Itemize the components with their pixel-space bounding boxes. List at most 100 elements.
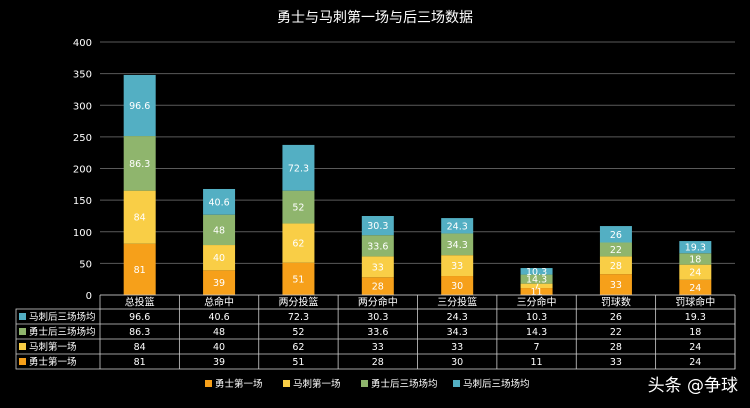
watermark: 头条 @争球	[647, 376, 738, 396]
table-cell: 18	[689, 327, 701, 338]
table-series-name: 马刺后三场场均	[29, 311, 96, 323]
bar-segment	[361, 235, 394, 257]
bar-segment	[361, 277, 394, 295]
table-cell: 24.3	[447, 312, 468, 323]
table-cell: 96.6	[129, 312, 150, 323]
table-cell: 51	[292, 357, 304, 368]
category-label: 罚球命中	[675, 296, 715, 309]
bar-segment	[679, 279, 712, 295]
bar-segment	[679, 253, 712, 265]
data-label: 10.3	[526, 267, 547, 278]
table-cell: 7	[534, 342, 540, 353]
bar-segment	[203, 270, 236, 295]
table-cell: 19.3	[685, 312, 706, 323]
bar-segment	[361, 256, 394, 278]
data-label: 33.6	[367, 241, 388, 252]
table-legend-key	[19, 343, 26, 350]
table-cell: 33.6	[367, 327, 388, 338]
data-label: 22	[610, 245, 622, 256]
bar-segment	[441, 276, 474, 295]
y-tick-label: 300	[73, 101, 92, 112]
data-label: 28	[610, 261, 622, 272]
y-axis-ticks: 0 50 100 150 200 250 300 350 400	[73, 38, 92, 302]
table-cell: 33	[372, 342, 384, 353]
bar-segment	[282, 223, 315, 263]
y-tick-label: 50	[79, 259, 92, 270]
y-tick-label: 0	[86, 291, 92, 302]
data-label: 84	[134, 213, 146, 224]
table-cell: 62	[292, 342, 304, 353]
data-label: 39	[213, 278, 225, 289]
bar-segment	[123, 190, 156, 244]
legend-label: 勇士第一场	[215, 378, 263, 390]
table-cell: 72.3	[288, 312, 309, 323]
data-label: 48	[213, 225, 225, 236]
data-label: 81	[134, 265, 146, 276]
table-cell: 24	[689, 357, 701, 368]
table-cell: 48	[213, 327, 225, 338]
bar-segment	[520, 288, 553, 295]
category-label: 总命中	[204, 296, 234, 309]
bar-segment	[520, 268, 553, 275]
legend-key	[453, 380, 460, 387]
data-label: 24.3	[447, 221, 468, 232]
table-cell: 39	[213, 357, 225, 368]
legend-key	[361, 380, 368, 387]
category-label: 三分投篮	[437, 296, 477, 309]
bar-segment	[441, 218, 474, 234]
table-legend-key	[19, 358, 26, 365]
bars: 81 84 86.3 96.6 39 40 48 40.6 51 62 52 72.3 28 33 33.6…	[123, 74, 712, 298]
table-cell: 33	[451, 342, 463, 353]
table-cell: 11	[531, 357, 543, 368]
table-cell: 24	[689, 342, 701, 353]
bar-segment	[599, 256, 632, 275]
category-label: 两分投篮	[278, 296, 318, 309]
table-cell: 40	[213, 342, 225, 353]
data-label: 33	[610, 280, 622, 291]
gridlines	[100, 41, 735, 296]
legend-label: 马刺第一场	[293, 378, 341, 390]
bar-segment	[203, 245, 236, 271]
table-series-name: 马刺第一场	[29, 341, 77, 353]
y-tick-label: 250	[73, 133, 92, 144]
data-label: 40.6	[208, 197, 229, 208]
table-cell: 52	[292, 327, 304, 338]
table-cell: 40.6	[208, 312, 229, 323]
table-cell: 33	[610, 357, 622, 368]
data-label: 30	[451, 281, 463, 292]
data-label: 24	[689, 268, 701, 279]
data-label: 30.3	[367, 221, 388, 232]
bar-segment	[282, 262, 315, 295]
bar-segment	[361, 216, 394, 236]
data-label: 26	[610, 230, 622, 241]
bar-segment	[441, 255, 474, 277]
y-tick-label: 400	[73, 38, 92, 49]
table-series-name: 勇士第一场	[29, 356, 77, 368]
data-label: 33	[372, 262, 384, 273]
y-tick-label: 350	[73, 70, 92, 81]
legend-key	[283, 380, 290, 387]
table-cell: 30.3	[367, 312, 388, 323]
data-label: 33	[451, 261, 463, 272]
data-label: 72.3	[288, 163, 309, 174]
data-label: 24	[689, 283, 701, 294]
table-cell: 84	[134, 342, 146, 353]
table-series-name: 勇士后三场场均	[29, 326, 96, 338]
bar-segment	[123, 74, 156, 137]
table-cell: 30	[451, 357, 463, 368]
data-label: 86.3	[129, 159, 150, 170]
bar-segment	[520, 274, 553, 284]
bar-segment	[123, 243, 156, 295]
y-tick-label: 150	[73, 196, 92, 207]
data-label: 19.3	[685, 243, 706, 254]
data-label: 18	[689, 254, 701, 265]
chart-title: 勇士与马刺第一场与后三场数据	[277, 9, 473, 26]
bar-segment	[599, 242, 632, 257]
table-cell: 34.3	[447, 327, 468, 338]
data-label: 51	[292, 274, 304, 285]
legend: 勇士第一场 马刺第一场 勇士后三场场均 马刺后三场场均	[205, 378, 530, 390]
data-label: 96.6	[129, 101, 150, 112]
table-cell: 14.3	[526, 327, 547, 338]
